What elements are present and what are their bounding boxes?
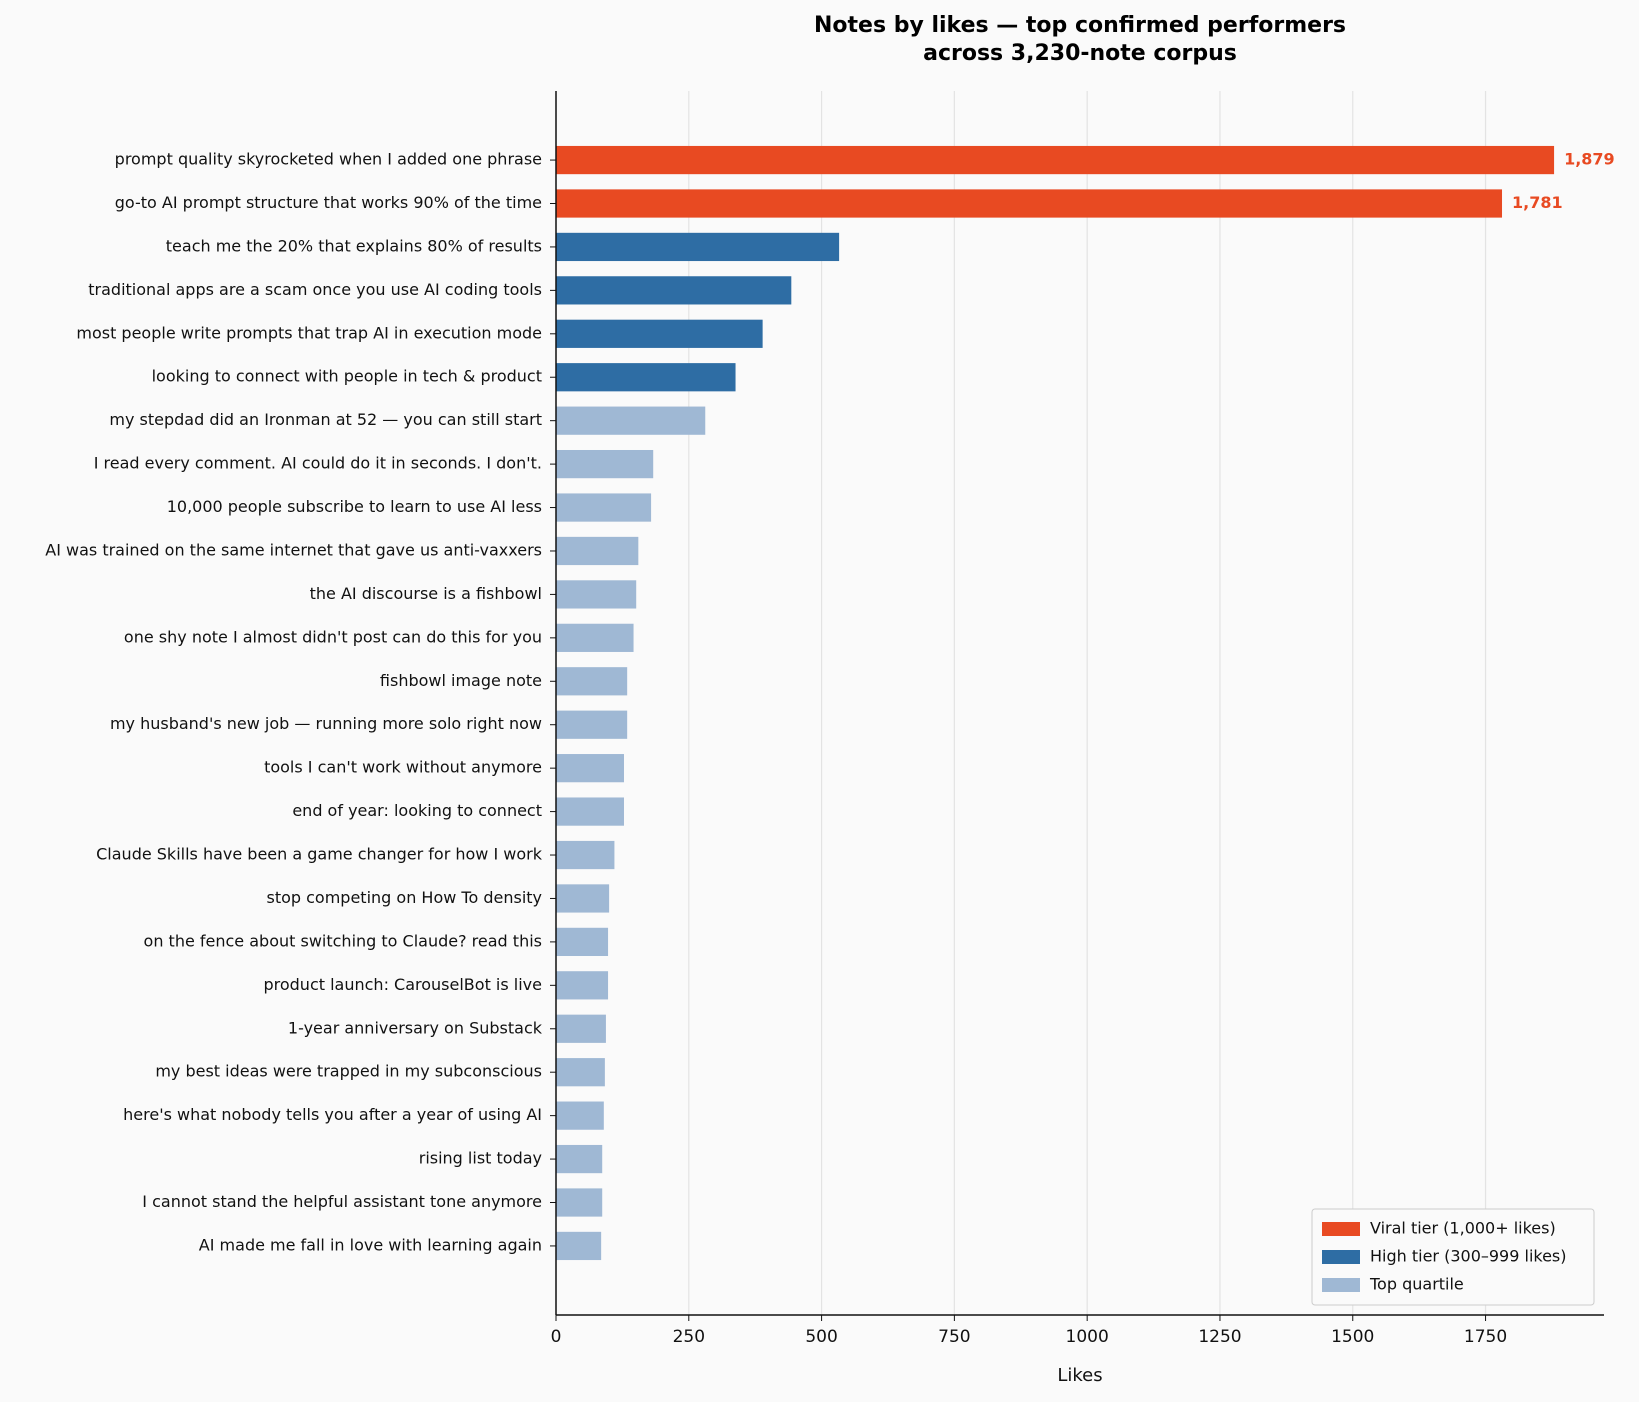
x-tick-label: 1750 [1464, 1327, 1507, 1347]
y-tick-label: teach me the 20% that explains 80% of re… [166, 236, 542, 255]
bar [556, 1058, 605, 1087]
y-tick-label: product launch: CarouselBot is live [263, 975, 542, 994]
y-tick-label: traditional apps are a scam once you use… [88, 280, 542, 299]
chart-title: Notes by likes — top confirmed performer… [813, 13, 1347, 66]
x-tick-label: 500 [805, 1327, 837, 1347]
bar [556, 667, 628, 696]
bar [556, 232, 840, 262]
y-tick-label: the AI discourse is a fishbowl [310, 584, 542, 603]
value-label: 1,879 [1564, 150, 1615, 169]
x-tick-label: 0 [551, 1327, 562, 1347]
legend-swatch [1322, 1278, 1360, 1292]
y-tick-label: go-to AI prompt structure that works 90%… [115, 193, 542, 212]
y-tick-label: looking to connect with people in tech &… [152, 367, 542, 386]
y-tick-label: I read every comment. AI could do it in … [94, 454, 542, 473]
y-tick-label: 10,000 people subscribe to learn to use … [167, 497, 542, 516]
legend-label: Top quartile [1369, 1275, 1464, 1294]
y-tick-label: one shy note I almost didn't post can do… [124, 627, 542, 646]
x-tick-label: 1250 [1198, 1327, 1241, 1347]
bar [556, 623, 634, 652]
y-tick-label: my best ideas were trapped in my subcons… [155, 1062, 542, 1081]
y-tick-label: most people write prompts that trap AI i… [76, 323, 542, 342]
legend-box [1311, 1208, 1595, 1306]
y-tick-label: end of year: looking to connect [292, 801, 542, 820]
y-tick-label: 1-year anniversary on Substack [288, 1018, 543, 1037]
bar [556, 363, 736, 392]
bar [556, 710, 628, 739]
bar [556, 754, 624, 783]
y-tick-label: my stepdad did an Ironman at 52 — you ca… [109, 410, 542, 429]
y-tick-label: tools I can't work without anymore [264, 758, 542, 777]
x-tick-label: 1500 [1331, 1327, 1374, 1347]
bar [556, 1144, 603, 1174]
bar [556, 1101, 604, 1130]
y-tick-label: Claude Skills have been a game changer f… [96, 845, 543, 864]
y-tick-label: my husband's new job — running more solo… [110, 714, 542, 733]
value-label: 1,781 [1512, 193, 1563, 212]
bar [556, 1231, 602, 1261]
bar [556, 145, 1555, 175]
legend-swatch [1322, 1222, 1360, 1236]
x-tick-label: 250 [673, 1327, 705, 1347]
bar [556, 319, 763, 348]
y-tick-label: AI made me fall in love with learning ag… [199, 1235, 542, 1254]
y-tick-label: here's what nobody tells you after a yea… [123, 1105, 542, 1124]
bar [556, 927, 609, 957]
y-tick-label: on the fence about switching to Claude? … [144, 931, 542, 950]
bar [556, 580, 637, 609]
x-axis-label: Likes [1057, 1365, 1102, 1386]
bar [556, 276, 792, 305]
x-tick-label: 1000 [1066, 1327, 1109, 1347]
bar [556, 449, 654, 479]
legend-label: High tier (300–999 likes) [1370, 1247, 1567, 1266]
bar [556, 884, 610, 913]
bar [556, 1014, 606, 1043]
y-tick-label: I cannot stand the helpful assistant ton… [142, 1192, 542, 1211]
bar [556, 797, 624, 826]
legend-label: Viral tier (1,000+ likes) [1370, 1219, 1556, 1238]
legend-swatch [1322, 1250, 1360, 1264]
y-tick-label: prompt quality skyrocketed when I added … [115, 150, 542, 169]
x-tick-label: 750 [938, 1327, 970, 1347]
y-tick-label: stop competing on How To density [266, 888, 542, 907]
bar [556, 189, 1503, 218]
y-tick-label: fishbowl image note [380, 671, 542, 690]
legend: Viral tier (1,000+ likes) High tier (300–… [1311, 1208, 1595, 1306]
y-tick-label: rising list today [419, 1149, 542, 1168]
bar [556, 1188, 603, 1217]
bar [556, 493, 652, 522]
bar [556, 536, 639, 566]
bar [556, 406, 706, 435]
y-tick-label: AI was trained on the same internet that… [45, 540, 542, 559]
bar [556, 971, 609, 1000]
bar [556, 840, 615, 870]
